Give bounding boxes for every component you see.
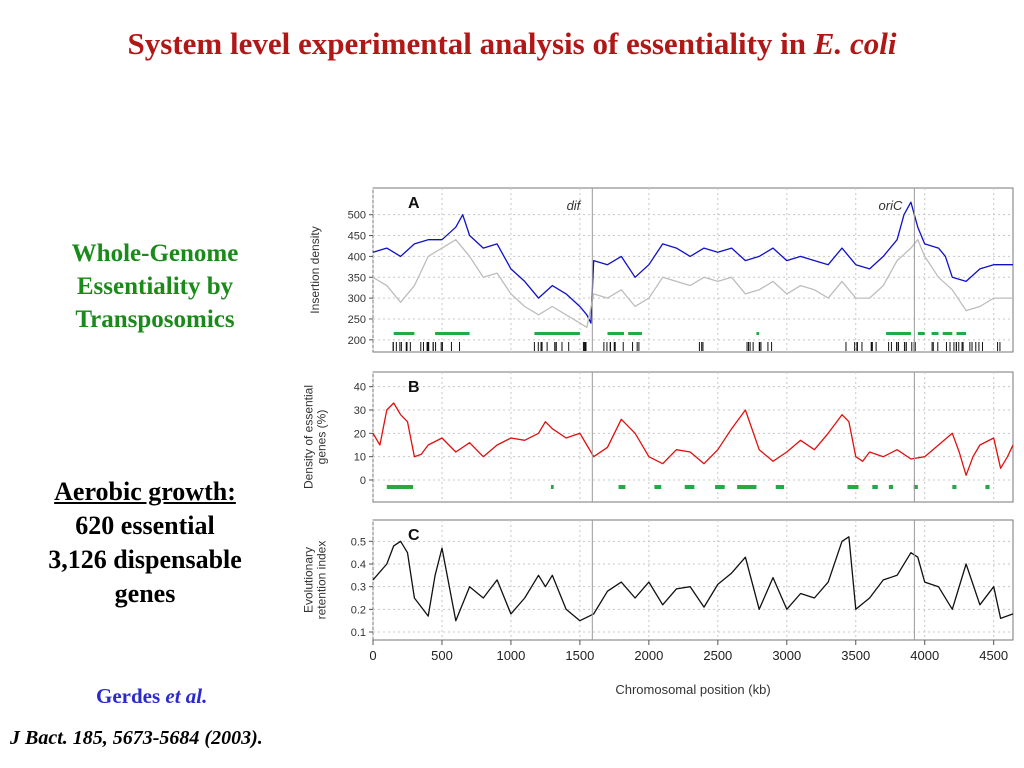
y-tick-label: 40 [354, 382, 366, 394]
essential-gene-bar [888, 485, 893, 489]
y-tick-label: 0.5 [351, 536, 366, 548]
gene-track-bar [607, 332, 625, 335]
x-tick-label: 500 [431, 648, 453, 663]
essential-gene-bar [737, 485, 757, 489]
essential-gene-bar [550, 485, 554, 489]
aerobic-line: genes [114, 579, 176, 608]
y-axis-title: Density of essential [302, 385, 316, 489]
citation-author-name: Gerdes [96, 684, 166, 708]
y-tick-label: 450 [348, 231, 366, 243]
gene-track-bar [393, 332, 415, 335]
x-tick-label: 3000 [772, 648, 801, 663]
x-axis-title: Chromosomal position (kb) [615, 682, 770, 697]
y-tick-label: 400 [348, 251, 366, 263]
y-tick-label: 200 [348, 335, 366, 347]
panel-label: B [408, 379, 420, 396]
panel-frame [372, 519, 1014, 641]
x-tick-label: 1500 [565, 648, 594, 663]
essential-gene-bar [618, 485, 626, 489]
panel-c: 0.1 0.2 0.3 0.4 0.5 Evolutionary retention ind… [302, 519, 1014, 641]
aerobic-line: 620 essential [75, 511, 215, 540]
essential-gene-bar [952, 485, 957, 489]
marker-label: dif [567, 198, 582, 213]
y-tick-label: 0.4 [351, 559, 366, 571]
series-line [372, 239, 1013, 328]
essential-gene-bar [715, 485, 725, 489]
y-tick-label: 500 [348, 210, 366, 222]
gene-track-bar [628, 332, 642, 335]
transposomics-heading: Whole-Genome Essentiality by Transposomi… [30, 237, 280, 336]
citation-etal: et al. [165, 684, 208, 708]
panel-frame [372, 187, 1014, 353]
series-line [372, 201, 1013, 324]
essential-gene-bar [872, 485, 878, 489]
y-tick-label: 0 [360, 475, 366, 487]
x-tick-label: 3500 [841, 648, 870, 663]
gene-track-bar [917, 332, 925, 335]
essential-gene-bar [913, 485, 918, 489]
gene-track-bar [756, 332, 760, 335]
y-tick-label: 0.3 [351, 582, 366, 594]
essential-gene-bar [654, 485, 662, 489]
y-tick-label: 20 [354, 428, 366, 440]
gene-track-bar [942, 332, 953, 335]
panel-label: A [408, 195, 420, 212]
citation-journal: J Bact. 185, 5673-5684 (2003). [10, 727, 263, 749]
slide-title-main: System level experimental analysis of es… [127, 26, 814, 61]
y-tick-label: 0.1 [351, 627, 366, 639]
series-line [372, 536, 1014, 622]
aerobic-summary: Aerobic growth: 620 essential 3,126 disp… [10, 475, 280, 611]
citation-author: Gerdes et al. [96, 684, 207, 709]
panel-a: 200 250 300 350 400 450 500 Insertion density A d… [308, 187, 1014, 353]
x-tick-label: 1000 [496, 648, 525, 663]
gene-track-bar [435, 332, 470, 335]
gene-track-bar [956, 332, 967, 335]
y-tick-label: 10 [354, 452, 366, 464]
slide-title-organism: E. coli [813, 26, 897, 61]
x-tick-label: 4000 [910, 648, 939, 663]
marker-label: oriC [879, 198, 903, 213]
heading-line: Essentiality by [76, 273, 234, 300]
panel-label: C [408, 527, 420, 544]
y-axis-title: genes (%) [315, 410, 329, 465]
y-axis-title: Evolutionary [302, 547, 316, 613]
essential-gene-bar [386, 485, 413, 489]
aerobic-heading: Aerobic growth: [54, 477, 236, 506]
y-tick-label: 350 [348, 272, 366, 284]
essential-gene-bar [985, 485, 990, 489]
y-tick-label: 0.2 [351, 604, 366, 616]
essential-gene-bar [847, 485, 859, 489]
aerobic-line: 3,126 dispensable [48, 545, 242, 574]
y-tick-label: 300 [348, 293, 366, 305]
gene-track-bar [886, 332, 911, 335]
x-tick-label: 4500 [979, 648, 1008, 663]
series-line [372, 402, 1014, 476]
x-tick-label: 0 [369, 648, 376, 663]
x-tick-label: 2000 [634, 648, 663, 663]
x-tick-label: 2500 [703, 648, 732, 663]
y-tick-label: 250 [348, 314, 366, 326]
panel-b: 0 10 20 30 40 Density of essential genes (%) B [302, 371, 1014, 503]
gene-track-bar [534, 332, 580, 335]
y-axis-title: Insertion density [308, 226, 322, 313]
y-axis-title: retention index [315, 541, 329, 620]
slide-title: System level experimental analysis of es… [0, 26, 1024, 62]
heading-line: Transposomics [75, 306, 235, 333]
heading-line: Whole-Genome [71, 240, 239, 267]
gene-track-bar [931, 332, 939, 335]
panel-frame [372, 371, 1014, 503]
essential-gene-bar [775, 485, 785, 489]
y-tick-label: 30 [354, 405, 366, 417]
essential-gene-bar [684, 485, 695, 489]
